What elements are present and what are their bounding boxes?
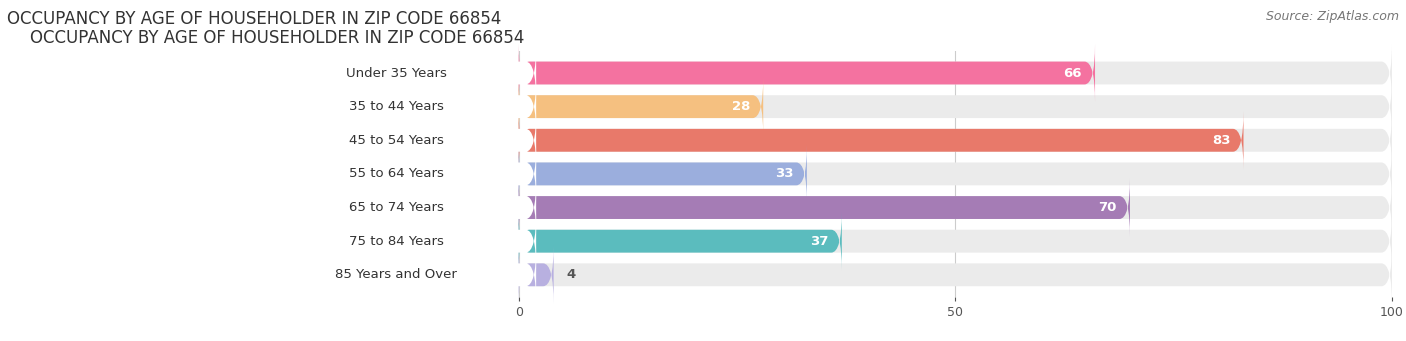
FancyBboxPatch shape	[519, 212, 1392, 270]
FancyBboxPatch shape	[519, 212, 842, 270]
Text: 28: 28	[731, 100, 749, 113]
Text: Under 35 Years: Under 35 Years	[346, 66, 447, 79]
Text: 75 to 84 Years: 75 to 84 Years	[349, 235, 444, 248]
Text: 66: 66	[1063, 66, 1083, 79]
Text: 45 to 54 Years: 45 to 54 Years	[349, 134, 444, 147]
FancyBboxPatch shape	[519, 78, 763, 136]
FancyBboxPatch shape	[519, 179, 1392, 236]
FancyBboxPatch shape	[274, 212, 536, 270]
FancyBboxPatch shape	[274, 44, 536, 102]
FancyBboxPatch shape	[519, 246, 1392, 304]
Text: 83: 83	[1212, 134, 1230, 147]
Text: 37: 37	[810, 235, 828, 248]
Text: 4: 4	[567, 268, 576, 281]
Text: 70: 70	[1098, 201, 1116, 214]
FancyBboxPatch shape	[519, 44, 1095, 102]
Text: 65 to 74 Years: 65 to 74 Years	[349, 201, 444, 214]
Text: OCCUPANCY BY AGE OF HOUSEHOLDER IN ZIP CODE 66854: OCCUPANCY BY AGE OF HOUSEHOLDER IN ZIP C…	[30, 29, 524, 47]
FancyBboxPatch shape	[519, 145, 807, 203]
FancyBboxPatch shape	[519, 44, 1392, 102]
FancyBboxPatch shape	[274, 179, 536, 236]
Text: 85 Years and Over: 85 Years and Over	[336, 268, 457, 281]
FancyBboxPatch shape	[519, 145, 1392, 203]
FancyBboxPatch shape	[274, 246, 536, 304]
Text: 55 to 64 Years: 55 to 64 Years	[349, 167, 444, 180]
Text: OCCUPANCY BY AGE OF HOUSEHOLDER IN ZIP CODE 66854: OCCUPANCY BY AGE OF HOUSEHOLDER IN ZIP C…	[7, 10, 502, 28]
FancyBboxPatch shape	[519, 112, 1243, 169]
FancyBboxPatch shape	[274, 145, 536, 203]
FancyBboxPatch shape	[274, 78, 536, 136]
Text: 35 to 44 Years: 35 to 44 Years	[349, 100, 444, 113]
Text: 33: 33	[775, 167, 794, 180]
FancyBboxPatch shape	[519, 246, 554, 304]
FancyBboxPatch shape	[519, 78, 1392, 136]
FancyBboxPatch shape	[274, 112, 536, 169]
Text: Source: ZipAtlas.com: Source: ZipAtlas.com	[1265, 10, 1399, 23]
FancyBboxPatch shape	[519, 112, 1392, 169]
FancyBboxPatch shape	[519, 179, 1130, 236]
